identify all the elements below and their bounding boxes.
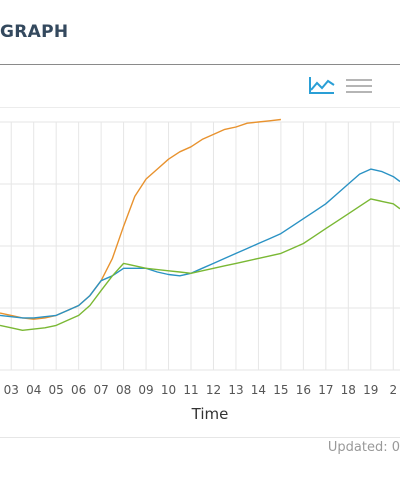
footer-divider <box>0 437 400 438</box>
chart-series <box>0 118 400 332</box>
x-tick-label: 10 <box>161 383 176 397</box>
line-chart: 03 04 05 06 07 08 09 10 11 12 13 14 15 16 17 18 19 2 <box>0 118 400 397</box>
chart-area: 03 04 05 06 07 08 09 10 11 12 13 14 15 16 17 18 19 2 <box>0 108 400 438</box>
x-tick-label: 08 <box>116 383 131 397</box>
x-tick-label: 19 <box>363 383 378 397</box>
updated-timestamp: Updated: 0 <box>327 440 400 455</box>
x-tick-label: 05 <box>49 383 64 397</box>
hamburger-menu-icon <box>346 79 372 93</box>
chart-grid <box>0 121 400 371</box>
panel-title: GRAPH <box>0 22 69 42</box>
series-line-1 <box>0 118 281 320</box>
x-tick-label: 04 <box>26 383 41 397</box>
x-tick-label: 17 <box>318 383 333 397</box>
x-tick-labels: 03 04 05 06 07 08 09 10 11 12 13 14 15 16 17 18 19 2 <box>4 383 397 397</box>
x-tick-label: 07 <box>93 383 108 397</box>
x-axis-title: Time <box>191 405 229 423</box>
x-tick-label: 12 <box>206 383 221 397</box>
x-tick-label: 11 <box>183 383 198 397</box>
x-tick-label: 09 <box>138 383 153 397</box>
x-tick-label: 14 <box>251 383 266 397</box>
x-tick-label: 18 <box>341 383 356 397</box>
x-tick-label: 03 <box>4 383 19 397</box>
x-tick-label: 13 <box>228 383 243 397</box>
series-line-2 <box>0 168 400 319</box>
line-chart-button[interactable] <box>308 75 336 97</box>
x-tick-label: 2 <box>389 383 397 397</box>
menu-button[interactable] <box>346 75 374 97</box>
x-tick-label: 06 <box>71 383 86 397</box>
series-line-3 <box>0 198 400 332</box>
x-tick-label: 16 <box>296 383 311 397</box>
x-tick-label: 15 <box>273 383 288 397</box>
chart-toolbar <box>0 65 400 108</box>
panel-header: GRAPH <box>0 0 400 65</box>
line-chart-icon <box>309 77 335 94</box>
